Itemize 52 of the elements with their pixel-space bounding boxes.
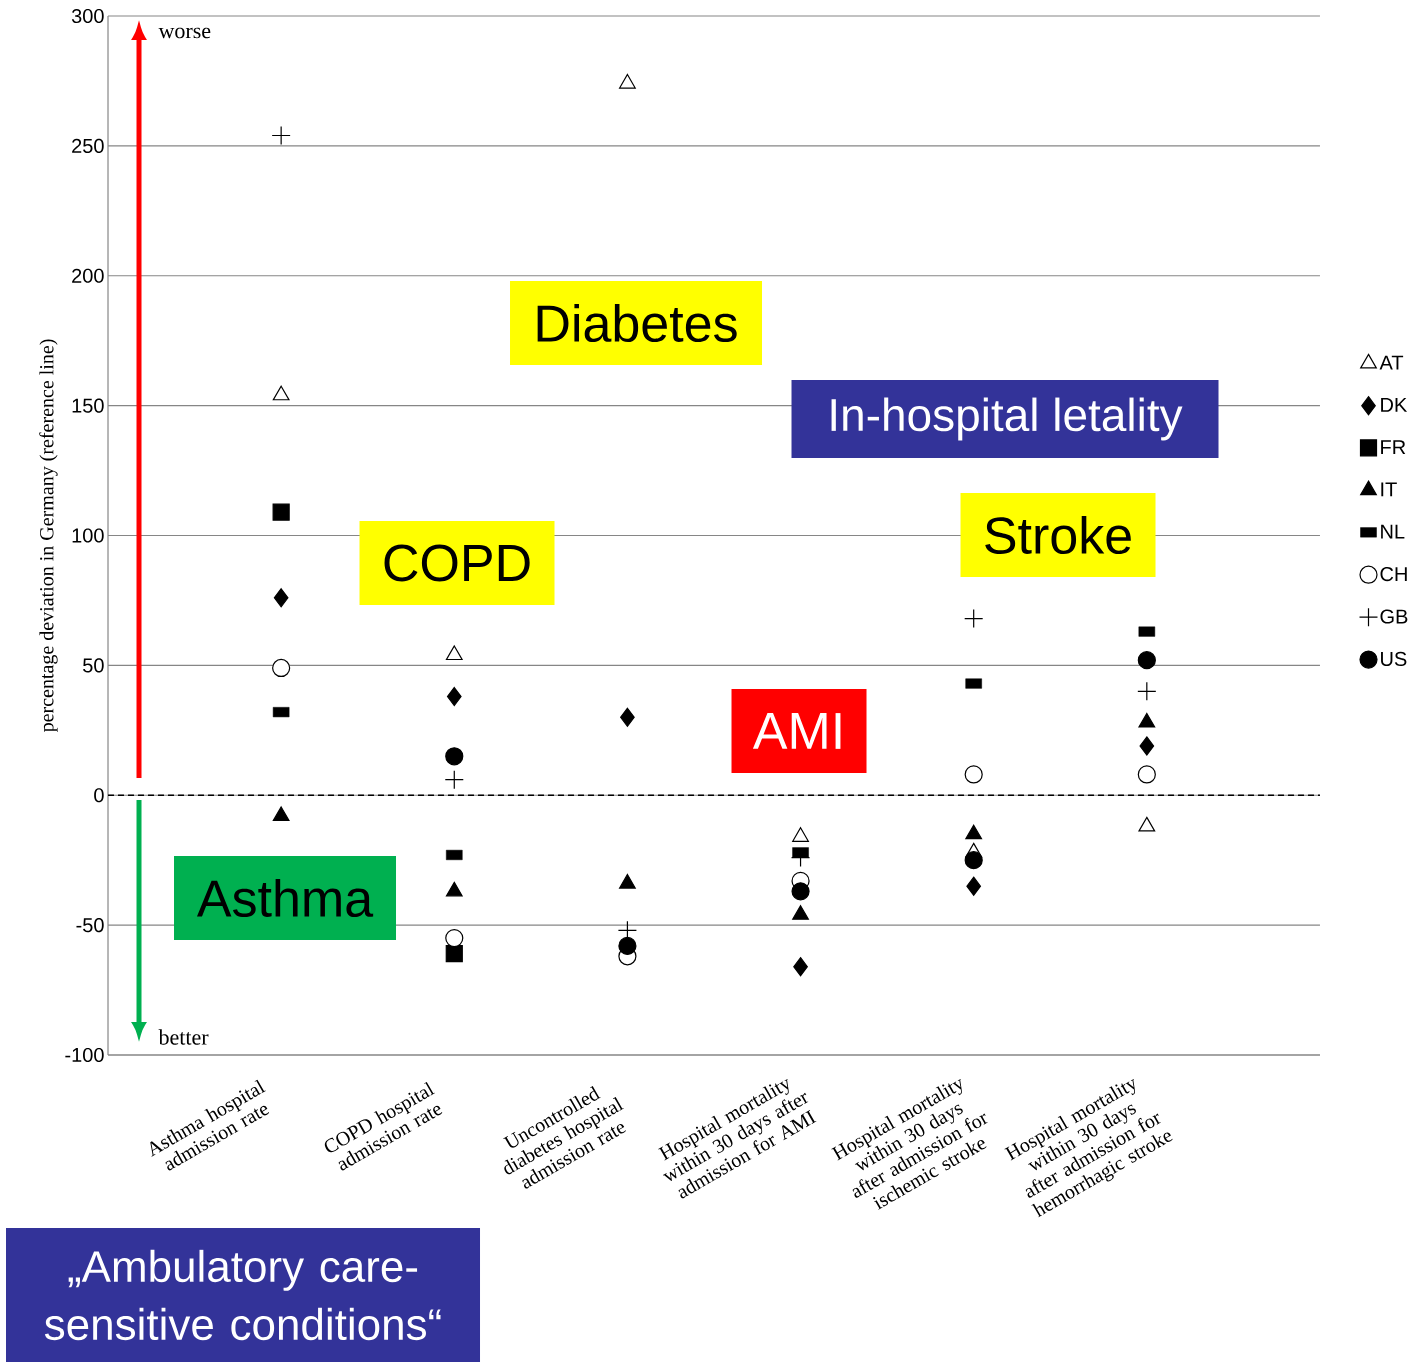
y-tick-label: 50 xyxy=(83,658,104,673)
point xyxy=(618,936,637,955)
legend-label: DK xyxy=(1381,398,1408,412)
legend-label: GB xyxy=(1380,609,1408,624)
legend-label: NL xyxy=(1381,524,1405,539)
annotation: worse xyxy=(158,27,211,39)
y-tick-label: 150 xyxy=(72,398,104,413)
annotation: COPD xyxy=(384,544,530,582)
point xyxy=(793,957,808,977)
annotation: In-hospital letality xyxy=(831,397,1183,441)
point xyxy=(446,686,462,707)
y-axis-title: percentage deviation in Germany (reference line) xyxy=(39,339,58,733)
point xyxy=(964,765,983,784)
annotation: Diabetes xyxy=(537,303,737,343)
point xyxy=(272,806,290,822)
legend-label: FR xyxy=(1381,440,1406,455)
legend-label: US xyxy=(1381,651,1407,667)
legend-label: AT xyxy=(1379,355,1404,370)
point xyxy=(445,945,463,963)
point xyxy=(964,609,984,629)
annotation: Stroke xyxy=(985,515,1131,555)
annotation: Asthma xyxy=(196,878,374,918)
point xyxy=(791,882,810,901)
y-tick-label: 200 xyxy=(72,268,104,283)
point xyxy=(1137,681,1157,701)
point xyxy=(1137,765,1156,784)
point xyxy=(617,920,638,940)
point xyxy=(966,876,982,896)
point xyxy=(620,707,635,727)
y-tick-label: -100 xyxy=(65,1047,104,1063)
point xyxy=(964,851,983,870)
text: „Ambulatory care-sensitive conditions“ xyxy=(44,1249,441,1341)
point xyxy=(1139,736,1155,756)
point xyxy=(1137,651,1156,670)
y-tick-label: 0 xyxy=(94,788,104,803)
point xyxy=(445,645,463,661)
annotation: better xyxy=(158,1029,209,1045)
legend-label: IT xyxy=(1381,482,1397,497)
point xyxy=(272,503,290,521)
y-tick-label: 250 xyxy=(72,138,104,153)
point xyxy=(273,588,289,608)
y-tick-label: 300 xyxy=(71,8,104,24)
y-tick-label: -50 xyxy=(76,918,104,933)
annotation: AMI xyxy=(752,713,841,749)
point xyxy=(445,747,464,766)
point xyxy=(446,849,463,861)
point xyxy=(271,125,291,146)
legend-label: CH xyxy=(1380,566,1407,582)
y-tick-label: 100 xyxy=(72,528,104,543)
point xyxy=(445,929,464,948)
point xyxy=(444,770,464,790)
point xyxy=(272,658,291,678)
